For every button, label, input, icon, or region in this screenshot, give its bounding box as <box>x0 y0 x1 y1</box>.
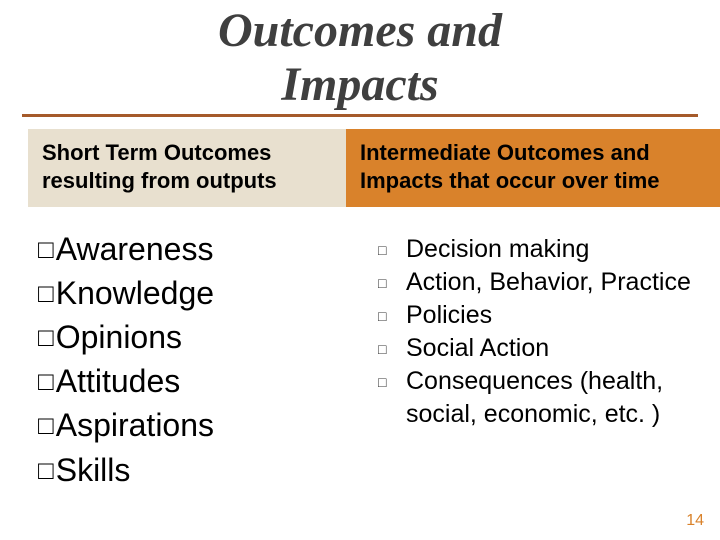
left-list-item: □Opinions <box>38 315 338 359</box>
square-bullet-icon: □ <box>378 340 406 358</box>
page-number: 14 <box>686 512 704 530</box>
left-item-text: Skills <box>56 448 131 492</box>
slide-title-line2: Impacts <box>0 58 720 112</box>
right-list-item: □Policies <box>378 299 720 332</box>
short-term-line1: Short Term Outcomes <box>42 139 332 167</box>
checkbox-icon: □ <box>38 320 54 356</box>
title-underline <box>22 114 699 117</box>
left-item-text: Awareness <box>56 227 214 271</box>
square-bullet-icon: □ <box>378 274 406 292</box>
header-boxes: Short Term Outcomes resulting from outpu… <box>0 129 720 207</box>
right-list-item: □Decision making <box>378 233 720 266</box>
left-item-text: Knowledge <box>56 271 214 315</box>
left-list-item: □Awareness <box>38 227 338 271</box>
title-area: Outcomes and Impacts <box>0 0 720 119</box>
left-list-item: □Skills <box>38 448 338 492</box>
intermediate-line2: Impacts that occur over time <box>360 167 720 195</box>
left-item-text: Attitudes <box>56 359 181 403</box>
intermediate-box: Intermediate Outcomes and Impacts that o… <box>346 129 720 207</box>
right-item-text: Social Action <box>406 332 720 365</box>
left-column: □Awareness□Knowledge□Opinions□Attitudes□… <box>38 227 338 492</box>
checkbox-icon: □ <box>38 453 54 489</box>
right-list-item: □Social Action <box>378 332 720 365</box>
right-list-item: □Consequences (health, social, economic,… <box>378 365 720 431</box>
content-row: □Awareness□Knowledge□Opinions□Attitudes□… <box>0 227 720 492</box>
right-list-item: □Action, Behavior, Practice <box>378 266 720 299</box>
right-column: □Decision making□Action, Behavior, Pract… <box>378 227 720 492</box>
left-list-item: □Knowledge <box>38 271 338 315</box>
left-item-text: Aspirations <box>56 403 214 447</box>
right-item-text: Action, Behavior, Practice <box>406 266 720 299</box>
square-bullet-icon: □ <box>378 241 406 259</box>
slide-title-line1: Outcomes and <box>0 4 720 58</box>
square-bullet-icon: □ <box>378 307 406 325</box>
intermediate-line1: Intermediate Outcomes and <box>360 139 720 167</box>
left-item-text: Opinions <box>56 315 182 359</box>
right-item-text: Consequences (health, social, economic, … <box>406 365 720 431</box>
short-term-line2: resulting from outputs <box>42 167 332 195</box>
checkbox-icon: □ <box>38 408 54 444</box>
left-list-item: □Aspirations <box>38 403 338 447</box>
short-term-box: Short Term Outcomes resulting from outpu… <box>28 129 346 207</box>
checkbox-icon: □ <box>38 276 54 312</box>
checkbox-icon: □ <box>38 232 54 268</box>
right-item-text: Policies <box>406 299 720 332</box>
left-list-item: □Attitudes <box>38 359 338 403</box>
right-item-text: Decision making <box>406 233 720 266</box>
checkbox-icon: □ <box>38 364 54 400</box>
square-bullet-icon: □ <box>378 373 406 391</box>
